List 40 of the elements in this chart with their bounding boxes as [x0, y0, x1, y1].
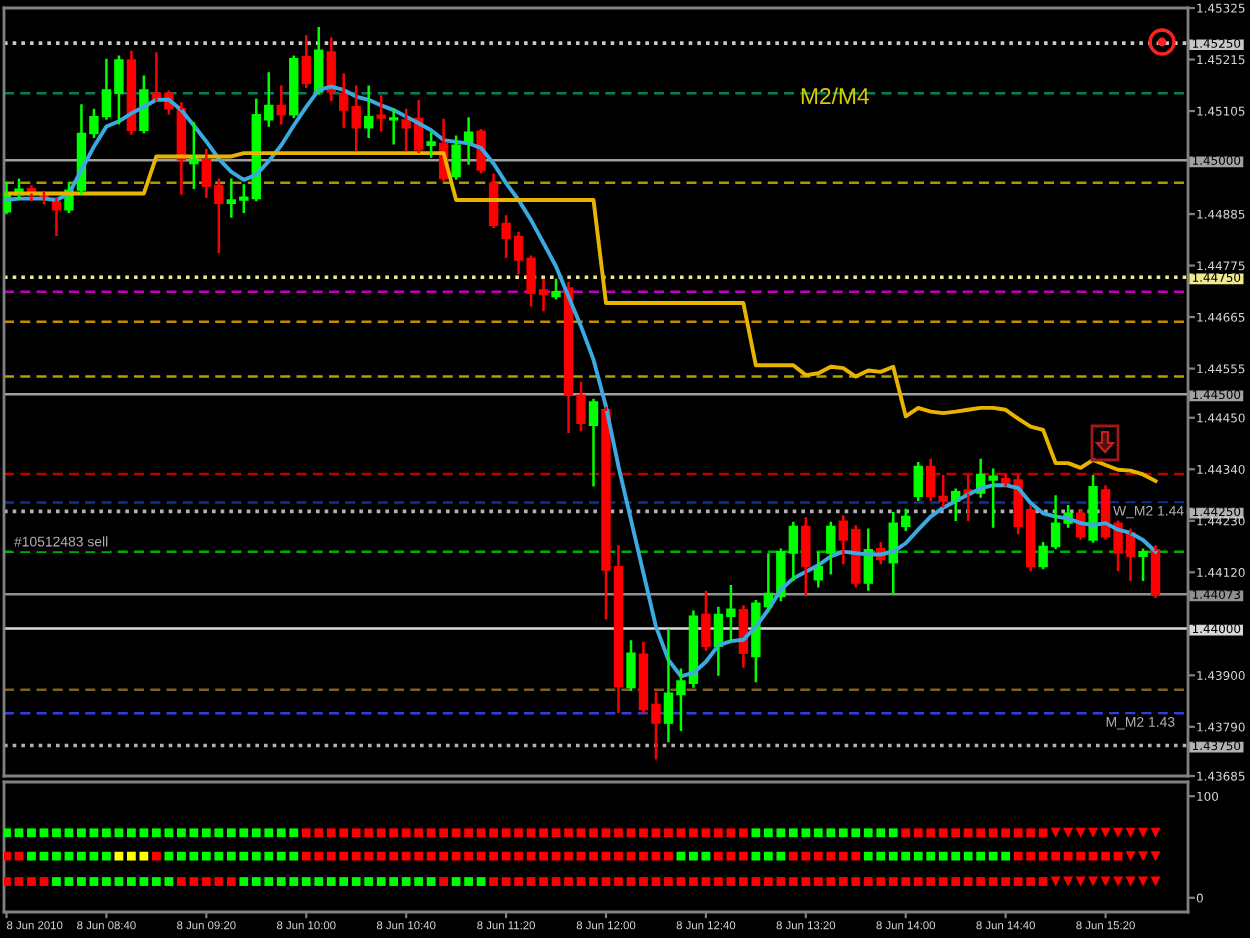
- candlestick: [351, 85, 361, 152]
- point: [1075, 876, 1086, 887]
- point: [1088, 827, 1099, 838]
- candlestick: [626, 640, 636, 692]
- point: [1063, 827, 1074, 838]
- point: [1088, 876, 1099, 887]
- candlestick: [588, 398, 599, 487]
- point: [1150, 827, 1161, 838]
- candlestick: [701, 590, 711, 651]
- candlestick: [1150, 545, 1161, 598]
- point: [1100, 827, 1111, 838]
- point: [1125, 851, 1136, 862]
- candlestick: [376, 95, 386, 132]
- candlestick: [301, 35, 311, 88]
- candlestick: [801, 517, 811, 596]
- candlestick: [1138, 548, 1148, 582]
- point: [1113, 827, 1124, 838]
- candlestick: [289, 55, 299, 118]
- candlestick: [364, 85, 374, 139]
- point: [1075, 827, 1086, 838]
- point: [1150, 851, 1161, 862]
- candlestick: [426, 132, 436, 158]
- point: [1138, 851, 1149, 862]
- candlestick: [913, 461, 923, 501]
- point: [1050, 827, 1061, 838]
- point: [1138, 827, 1149, 838]
- point: [1150, 876, 1161, 887]
- text: M2/M4: [801, 87, 869, 105]
- point: [1113, 876, 1124, 887]
- candlestick: [926, 458, 936, 501]
- candlestick: [1088, 475, 1098, 541]
- candlestick: [551, 278, 561, 300]
- point: [1063, 876, 1074, 887]
- point: [1050, 876, 1061, 887]
- point: [1125, 876, 1136, 887]
- point: [1100, 876, 1111, 887]
- candlestick: [451, 135, 461, 180]
- point: [1125, 827, 1136, 838]
- point: [1138, 876, 1149, 887]
- candlestick: [826, 521, 836, 575]
